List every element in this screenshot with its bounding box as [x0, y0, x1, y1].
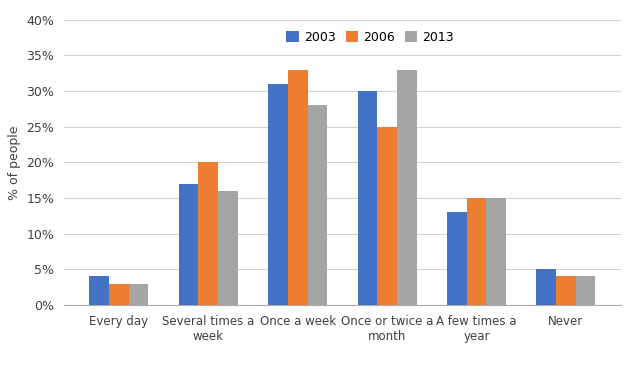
Bar [536, 269, 556, 305]
Bar [467, 198, 486, 305]
Bar [198, 162, 218, 305]
Bar [556, 276, 576, 305]
Bar [179, 184, 198, 305]
Bar [397, 70, 417, 305]
Bar [576, 276, 595, 305]
Bar [308, 105, 327, 305]
Bar [358, 91, 377, 305]
Bar [447, 212, 467, 305]
Legend: 2003, 2006, 2013: 2003, 2006, 2013 [282, 26, 459, 49]
Y-axis label: % of people: % of people [8, 125, 21, 199]
Bar [486, 198, 506, 305]
Bar [109, 283, 129, 305]
Bar [377, 127, 397, 305]
Bar [288, 70, 308, 305]
Bar [90, 276, 109, 305]
Bar [129, 283, 148, 305]
Bar [218, 191, 238, 305]
Bar [268, 84, 288, 305]
